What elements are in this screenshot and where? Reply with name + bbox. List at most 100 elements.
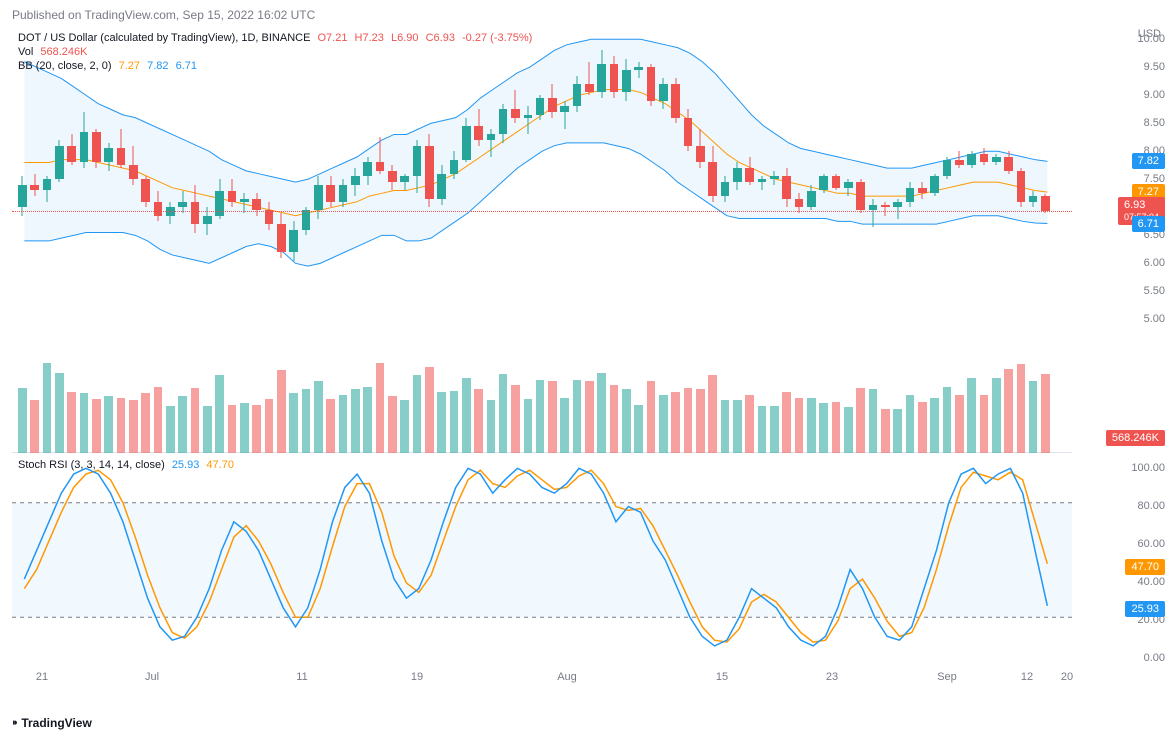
candle[interactable] xyxy=(733,28,742,353)
candle[interactable] xyxy=(622,28,631,353)
volume-bar[interactable] xyxy=(955,395,964,453)
candle[interactable] xyxy=(708,28,717,353)
candle[interactable] xyxy=(252,28,261,353)
candle[interactable] xyxy=(696,28,705,353)
candle[interactable] xyxy=(1004,28,1013,353)
candle[interactable] xyxy=(992,28,1001,353)
candle[interactable] xyxy=(1041,28,1050,353)
volume-bar[interactable] xyxy=(252,405,261,453)
volume-bar[interactable] xyxy=(634,405,643,453)
candle[interactable] xyxy=(228,28,237,353)
candle[interactable] xyxy=(80,28,89,353)
candle[interactable] xyxy=(474,28,483,353)
volume-bar[interactable] xyxy=(844,407,853,453)
candle[interactable] xyxy=(844,28,853,353)
volume-bar[interactable] xyxy=(1017,364,1026,453)
candle[interactable] xyxy=(795,28,804,353)
volume-bar[interactable] xyxy=(856,388,865,453)
candle[interactable] xyxy=(930,28,939,353)
candle[interactable] xyxy=(18,28,27,353)
volume-bar[interactable] xyxy=(326,399,335,453)
candle[interactable] xyxy=(721,28,730,353)
candle[interactable] xyxy=(684,28,693,353)
candle[interactable] xyxy=(511,28,520,353)
volume-bar[interactable] xyxy=(622,389,631,453)
candle[interactable] xyxy=(437,28,446,353)
candle[interactable] xyxy=(918,28,927,353)
candle[interactable] xyxy=(326,28,335,353)
volume-bar[interactable] xyxy=(18,388,27,453)
volume-bar[interactable] xyxy=(770,406,779,453)
volume-bar[interactable] xyxy=(881,409,890,453)
volume-bar[interactable] xyxy=(980,395,989,453)
volume-bar[interactable] xyxy=(585,381,594,453)
candle[interactable] xyxy=(166,28,175,353)
candle[interactable] xyxy=(893,28,902,353)
volume-bar[interactable] xyxy=(351,389,360,453)
candle[interactable] xyxy=(450,28,459,353)
volume-bar[interactable] xyxy=(363,387,372,453)
volume-bar[interactable] xyxy=(708,375,717,453)
volume-bar[interactable] xyxy=(1029,381,1038,453)
volume-bar[interactable] xyxy=(782,392,791,453)
candle[interactable] xyxy=(351,28,360,353)
candle[interactable] xyxy=(425,28,434,353)
volume-bar[interactable] xyxy=(733,400,742,453)
candle[interactable] xyxy=(141,28,150,353)
candle[interactable] xyxy=(869,28,878,353)
candle[interactable] xyxy=(536,28,545,353)
volume-bar[interactable] xyxy=(745,395,754,453)
volume-bar[interactable] xyxy=(240,403,249,453)
volume-bar[interactable] xyxy=(55,373,64,453)
volume-bar[interactable] xyxy=(807,398,816,453)
candle[interactable] xyxy=(597,28,606,353)
candle[interactable] xyxy=(363,28,372,353)
candle[interactable] xyxy=(265,28,274,353)
volume-bar[interactable] xyxy=(696,389,705,453)
volume-bar[interactable] xyxy=(659,395,668,453)
candle[interactable] xyxy=(758,28,767,353)
candle[interactable] xyxy=(30,28,39,353)
volume-bar[interactable] xyxy=(943,387,952,453)
candle[interactable] xyxy=(943,28,952,353)
candle[interactable] xyxy=(487,28,496,353)
candle[interactable] xyxy=(770,28,779,353)
volume-bar[interactable] xyxy=(388,396,397,453)
candle[interactable] xyxy=(906,28,915,353)
volume-bar[interactable] xyxy=(203,406,212,453)
candle[interactable] xyxy=(832,28,841,353)
volume-bar[interactable] xyxy=(80,393,89,453)
volume-bar[interactable] xyxy=(178,396,187,453)
candle[interactable] xyxy=(955,28,964,353)
volume-bar[interactable] xyxy=(376,363,385,453)
volume-bar[interactable] xyxy=(832,402,841,453)
volume-bar[interactable] xyxy=(289,393,298,453)
volume-bar[interactable] xyxy=(671,392,680,453)
candle[interactable] xyxy=(548,28,557,353)
candle[interactable] xyxy=(560,28,569,353)
volume-bar[interactable] xyxy=(265,399,274,453)
candle[interactable] xyxy=(499,28,508,353)
volume-bar[interactable] xyxy=(548,381,557,453)
volume-bar[interactable] xyxy=(117,398,126,453)
candle[interactable] xyxy=(215,28,224,353)
volume-bar[interactable] xyxy=(684,388,693,453)
candle-area[interactable] xyxy=(12,28,1072,353)
volume-bar[interactable] xyxy=(906,395,915,453)
candle[interactable] xyxy=(178,28,187,353)
volume-bar[interactable] xyxy=(869,389,878,453)
volume-bar[interactable] xyxy=(141,393,150,453)
candle[interactable] xyxy=(400,28,409,353)
candle[interactable] xyxy=(819,28,828,353)
candle[interactable] xyxy=(191,28,200,353)
volume-bar[interactable] xyxy=(314,381,323,453)
volume-bar[interactable] xyxy=(930,398,939,453)
candle[interactable] xyxy=(671,28,680,353)
volume-bar[interactable] xyxy=(967,378,976,453)
volume-bar[interactable] xyxy=(795,398,804,453)
volume-bar[interactable] xyxy=(462,378,471,453)
volume-bar[interactable] xyxy=(154,387,163,453)
candle[interactable] xyxy=(67,28,76,353)
candle[interactable] xyxy=(92,28,101,353)
candle[interactable] xyxy=(376,28,385,353)
